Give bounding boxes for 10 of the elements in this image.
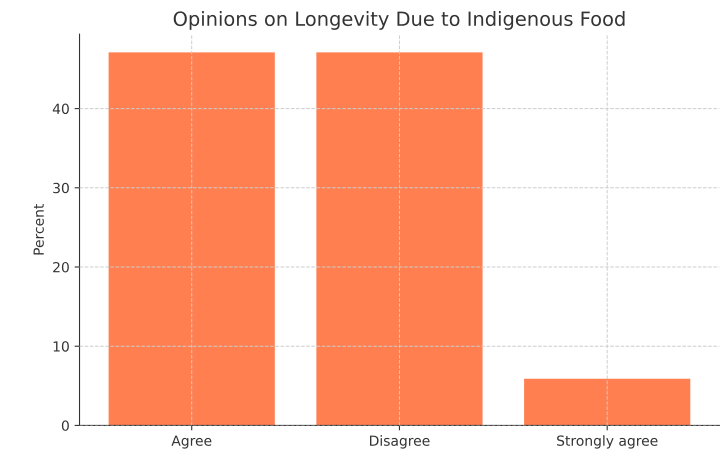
y-tick-label: 0 — [62, 420, 69, 431]
y-tick-label: 40 — [52, 104, 69, 114]
x-tick-label: Strongly agree — [557, 435, 658, 449]
x-tick-label: Disagree — [370, 435, 430, 449]
y-tick-label: 20 — [53, 262, 69, 272]
y-axis-title: Percent — [34, 204, 44, 255]
x-tick-label: Agree — [171, 436, 212, 449]
y-tick-label: 30 — [53, 182, 69, 194]
chart-title: Opinions on Longevity Due to Indigenous Food — [174, 11, 625, 30]
y-tick-label: 10 — [54, 341, 69, 352]
